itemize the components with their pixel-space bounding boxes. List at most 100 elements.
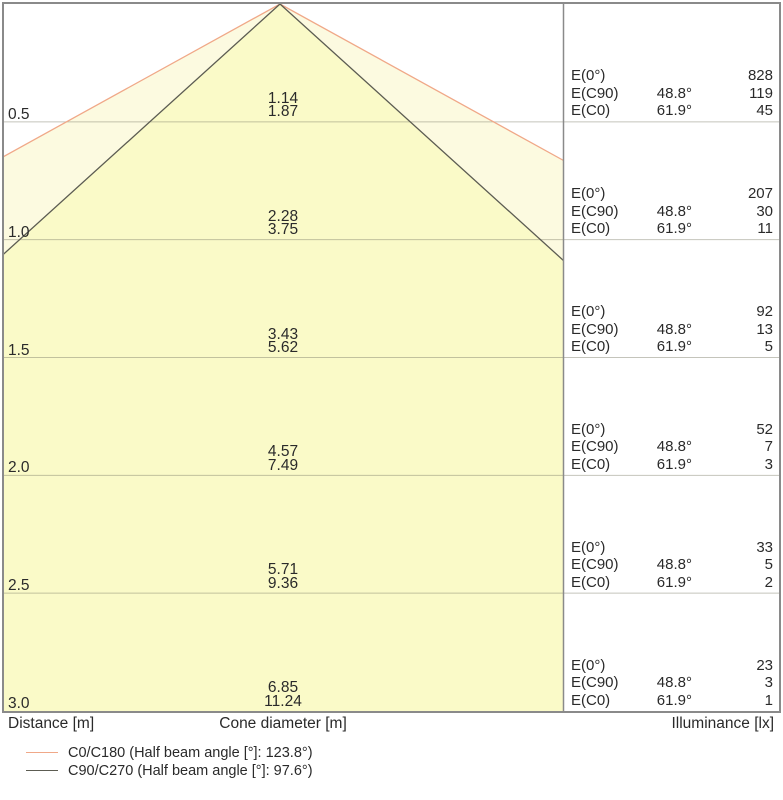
e-value: 2 (764, 573, 773, 591)
e-label: E(C90) (571, 438, 619, 456)
cone-diameter-c90: 5.71 (267, 561, 299, 579)
e-value: 5 (764, 338, 773, 355)
e-label: E(C0) (571, 691, 611, 709)
illuminance-line: E(C90) 48.8° 30 (563, 203, 779, 221)
e-label: E(C0) (571, 573, 611, 591)
cone-diameter-c0: 7.49 (267, 456, 299, 474)
cone-diameter-values: 1.14 1.87 (183, 89, 383, 121)
distance-label: 3.0 (8, 695, 30, 712)
e-label: E(C90) (571, 84, 619, 102)
table-border (2, 2, 781, 713)
illuminance-line: E(0°) 207 (563, 185, 779, 203)
illuminance-row: E(0°) 828 E(C90) 48.8° 119 E(C0) 61.9° 45 (563, 67, 779, 120)
e-label: E(0°) (571, 420, 606, 438)
illuminance-line: E(C0) 61.9° 45 (563, 102, 779, 120)
e-value: 13 (756, 320, 773, 338)
e-half-angle: 48.8° (656, 674, 692, 691)
e-half-angle: 61.9° (656, 220, 692, 238)
cone-diameter-values: 4.57 7.49 (183, 443, 383, 474)
e-label: E(C0) (571, 455, 611, 473)
e-value: 23 (756, 656, 773, 674)
cone-diameter-c0: 3.75 (267, 221, 299, 239)
cone-c90-c270-fill (4, 4, 563, 711)
illuminance-row: E(0°) 207 E(C90) 48.8° 30 E(C0) 61.9° 11 (563, 185, 779, 238)
e-value: 45 (756, 102, 773, 120)
legend-label-c0-c180: C0/C180 (Half beam angle [°]: 123.8°) (68, 745, 313, 761)
e-label: E(0°) (571, 538, 606, 556)
e-value: 828 (747, 67, 773, 85)
c90-c270-line-swatch (26, 770, 58, 771)
distance-label: 0.5 (8, 105, 30, 123)
e-label: E(C90) (571, 674, 619, 691)
illuminance-row: E(0°) 23 E(C90) 48.8° 3 E(C0) 61.9° 1 (563, 657, 779, 710)
cone-diameter-c0: 9.36 (267, 574, 299, 592)
illuminance-row: E(0°) 33 E(C90) 48.8° 5 E(C0) 61.9° 2 (563, 539, 779, 592)
e-label: E(C90) (571, 320, 619, 338)
illuminance-line: E(0°) 23 (563, 657, 779, 675)
illuminance-axis-label: Illuminance [lx] (671, 715, 774, 732)
e-value: 1 (764, 691, 773, 709)
cone-diameter-values: 5.71 9.36 (183, 561, 383, 592)
cone-diameter-c90: 1.14 (267, 89, 299, 107)
distance-axis-label: Distance [m] (8, 715, 95, 732)
illuminance-row: E(0°) 92 E(C90) 48.8° 13 E(C0) 61.9° 5 (563, 303, 779, 356)
cone-diameter-axis-label: Cone diameter [m] (219, 715, 347, 732)
e-value: 3 (764, 674, 773, 691)
cone-diameter-values: 2.28 3.75 (183, 207, 383, 239)
legend-item-c0-c180: C0/C180 (Half beam angle [°]: 123.8°) (26, 745, 313, 762)
e-half-angle: 61.9° (656, 691, 692, 709)
e-value: 11 (757, 220, 773, 238)
e-value: 7 (764, 438, 773, 456)
distance-label: 1.0 (8, 223, 30, 241)
cone-diameter-c0: 11.24 (264, 692, 302, 710)
illuminance-line: E(C90) 48.8° 119 (563, 85, 779, 103)
e-value: 92 (756, 303, 773, 320)
cone-diameter-c90: 6.85 (267, 679, 299, 696)
e-label: E(C90) (571, 202, 619, 220)
e-half-angle: 48.8° (656, 556, 692, 574)
e-label: E(0°) (571, 303, 606, 320)
e-half-angle: 48.8° (656, 84, 692, 102)
illuminance-line: E(0°) 92 (563, 303, 779, 321)
legend-item-c90-c270: C90/C270 (Half beam angle [°]: 97.6°) (26, 763, 313, 780)
e-half-angle: 61.9° (656, 455, 692, 473)
e-label: E(C0) (571, 102, 611, 120)
illuminance-line: E(C0) 61.9° 1 (563, 692, 779, 710)
illuminance-line: E(C0) 61.9° 3 (563, 456, 779, 474)
illuminance-line: E(C90) 48.8° 7 (563, 438, 779, 456)
distance-label: 2.0 (8, 459, 30, 477)
e-value: 5 (764, 556, 773, 574)
illuminance-line: E(C90) 48.8° 13 (563, 321, 779, 339)
distance-label: 2.5 (8, 577, 30, 595)
e-half-angle: 61.9° (656, 338, 692, 355)
e-label: E(C0) (571, 220, 611, 238)
illuminance-line: E(0°) 33 (563, 539, 779, 557)
axis-labels: Distance [m] Cone diameter [m] Illuminan… (0, 715, 783, 735)
illuminance-line: E(C0) 61.9° 2 (563, 574, 779, 592)
cone-diameter-c90: 2.28 (267, 207, 299, 225)
illuminance-line: E(C0) 61.9° 11 (563, 220, 779, 238)
e-half-angle: 61.9° (656, 573, 692, 591)
legend-label-c90-c270: C90/C270 (Half beam angle [°]: 97.6°) (68, 763, 313, 779)
e-value: 3 (764, 455, 773, 473)
e-value: 207 (747, 185, 773, 203)
illuminance-row: E(0°) 52 E(C90) 48.8° 7 E(C0) 61.9° 3 (563, 421, 779, 474)
e-half-angle: 61.9° (656, 102, 692, 120)
e-half-angle: 48.8° (656, 202, 692, 220)
e-value: 119 (749, 84, 773, 102)
e-label: E(0°) (571, 185, 606, 203)
e-label: E(0°) (571, 656, 606, 674)
e-label: E(0°) (571, 67, 606, 85)
illuminance-line: E(C90) 48.8° 5 (563, 556, 779, 574)
c0-c180-line-swatch (26, 752, 58, 753)
e-value: 30 (756, 202, 773, 220)
cone-diameter-c0: 1.87 (267, 103, 299, 121)
cone-diameter-values: 6.85 11.24 (183, 679, 383, 710)
cone-diameter-c90: 4.57 (267, 443, 299, 461)
illuminance-line: E(0°) 828 (563, 67, 779, 85)
e-label: E(C90) (571, 556, 619, 574)
cone-diameter-c90: 3.43 (267, 325, 299, 343)
cone-diameter-c0: 5.62 (267, 339, 299, 356)
